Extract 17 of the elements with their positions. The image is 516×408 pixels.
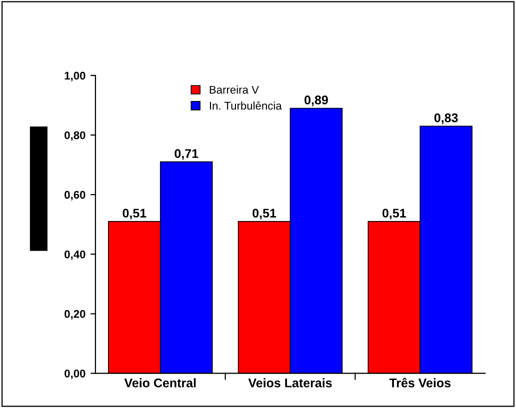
data-label: 0,71 [174,149,198,160]
y-tick-label: 0,60 [64,190,86,200]
data-label: 0,89 [304,96,328,106]
data-label: 0,51 [382,208,406,220]
x-tick-label: Três Veios [389,378,451,388]
data-label: 0,83 [434,113,458,124]
legend-label: Barreira V [210,86,259,94]
y-tick-label: 1,00 [64,72,86,82]
x-tick-label: Veios Laterais [248,378,332,388]
data-label: 0,51 [122,208,146,220]
x-tick-label: Veio Central [124,378,196,388]
y-tick-label: 0,40 [64,250,86,260]
data-label: 0,51 [252,208,276,220]
y-tick-label: 0,80 [64,131,86,141]
y-tick-label: 0,20 [64,310,86,320]
y-tick-label: 0,00 [64,370,86,380]
legend-label: In. Turbulência [210,101,282,110]
